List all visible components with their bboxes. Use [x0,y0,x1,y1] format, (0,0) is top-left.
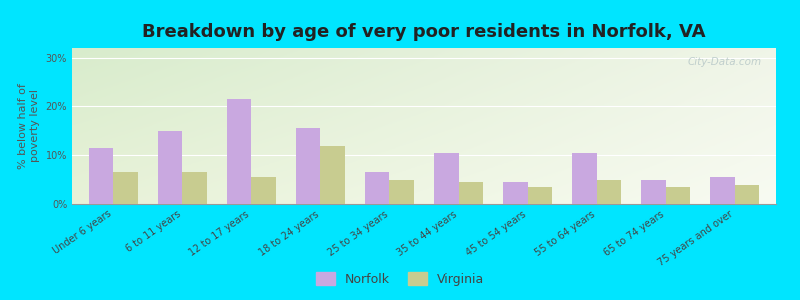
Bar [182,172,206,204]
Bar [527,187,552,204]
Text: City-Data.com: City-Data.com [688,57,762,68]
Bar [251,177,276,204]
Bar [321,146,345,204]
Bar [366,172,390,204]
Bar [158,131,182,204]
Bar [90,148,114,204]
Y-axis label: % below half of
poverty level: % below half of poverty level [18,83,40,169]
Bar [710,177,734,204]
Bar [227,99,251,204]
Legend: Norfolk, Virginia: Norfolk, Virginia [310,267,490,291]
Bar [503,182,527,204]
Bar [296,128,321,204]
Title: Breakdown by age of very poor residents in Norfolk, VA: Breakdown by age of very poor residents … [142,23,706,41]
Bar [390,180,414,204]
Bar [666,187,690,204]
Bar [597,180,621,204]
Bar [734,184,758,204]
Bar [434,153,458,204]
Bar [572,153,597,204]
Bar [114,172,138,204]
Bar [642,180,666,204]
Bar [458,182,482,204]
